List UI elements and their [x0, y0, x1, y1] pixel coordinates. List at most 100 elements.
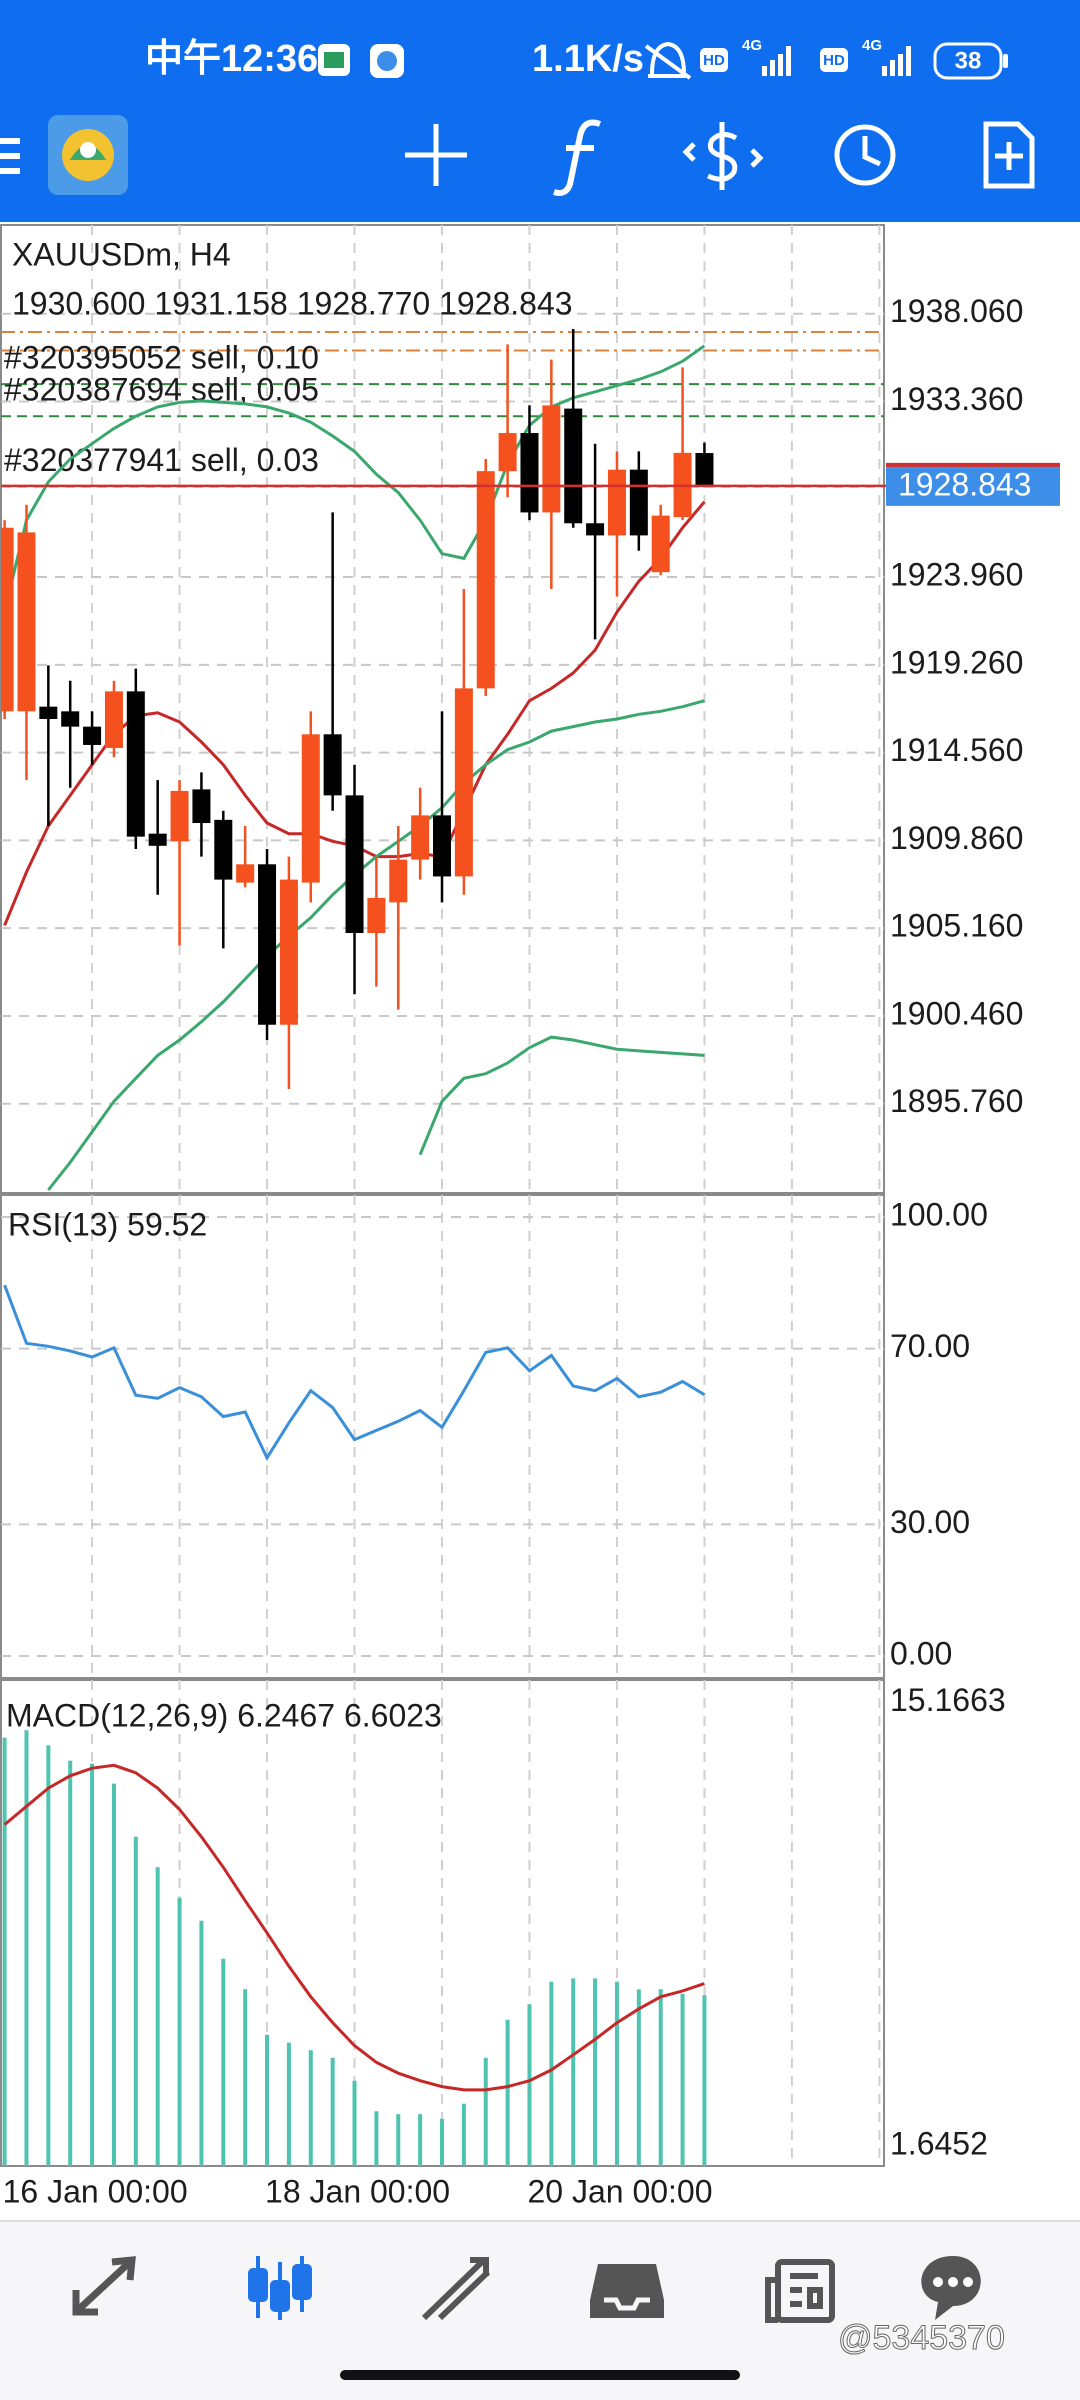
candle-body [586, 523, 605, 536]
candle-body [476, 471, 495, 689]
trade-tab[interactable] [421, 2257, 491, 2321]
y-tick-label: 1919.260 [890, 644, 1023, 680]
macd-bar [68, 1760, 73, 2166]
candle-body [564, 408, 583, 524]
history-tab[interactable] [590, 2264, 664, 2318]
macd-bar [658, 1989, 663, 2166]
quotes-tab[interactable] [72, 2256, 136, 2316]
candle-body [629, 469, 648, 536]
panel-title: MACD(12,26,9) 6.2467 6.6023 [6, 1697, 442, 1733]
news-tab[interactable] [765, 2259, 835, 2323]
crosshair-button[interactable] [405, 124, 467, 186]
macd-bar [308, 2050, 313, 2166]
macd-bar [24, 1730, 29, 2166]
y-tick-label: 15.1663 [890, 1682, 1006, 1718]
status-time: 中午12:36 [145, 38, 318, 80]
signal-bar [882, 66, 887, 76]
y-tick-label: 1900.460 [890, 995, 1023, 1031]
mute-icon [644, 41, 692, 80]
candle-body [520, 433, 539, 513]
candle-body [1, 527, 14, 712]
chart-title: XAUUSDm, H4 [12, 236, 231, 272]
network-type: 4G [742, 37, 762, 54]
trade-button[interactable] [682, 122, 764, 190]
candle-body [83, 726, 102, 745]
y-tick-label: 1895.760 [890, 1083, 1023, 1119]
candle-body [389, 859, 408, 903]
y-tick-label: 1914.560 [890, 732, 1023, 768]
macd-bar [352, 2080, 357, 2166]
signal-bar [786, 46, 791, 76]
battery-level: 38 [955, 47, 982, 74]
macd-bar [330, 2057, 335, 2166]
app-header [0, 0, 1080, 222]
macd-bar [483, 2057, 488, 2166]
new-order-button[interactable] [983, 121, 1035, 189]
candle-body [126, 691, 145, 837]
x-tick-label: 18 Jan 00:00 [265, 2173, 450, 2209]
y-tick-label: 1905.160 [890, 908, 1023, 944]
macd-bar [461, 2103, 466, 2166]
candle-body [367, 897, 386, 934]
candle-body [651, 515, 670, 573]
order-label: #320377941 sell, 0.03 [4, 442, 319, 478]
network-speed: 1.1K/s [532, 38, 644, 80]
macd-bar [593, 1978, 598, 2166]
hd-label: HD [823, 52, 845, 69]
candle-body [411, 815, 430, 860]
main-panel [0, 224, 885, 1194]
plot-area [2, 1730, 707, 2166]
macd-bar [133, 1836, 138, 2166]
messages-tab[interactable] [921, 2256, 981, 2320]
battery-tip [1003, 54, 1008, 68]
candle-body [236, 864, 255, 883]
signal-line [3, 1763, 705, 2092]
candle-body [454, 688, 473, 877]
macd-bar [155, 1867, 160, 2166]
macd-bar [177, 1897, 182, 2166]
chart-layer: 1938.060 1933.360 1923.960 1919.260 1914.560… [1, 225, 1060, 2209]
candle-body [17, 532, 36, 712]
battery [933, 42, 1003, 80]
rsi-line [3, 1284, 706, 1462]
macd-bar [374, 2111, 379, 2166]
chart-tab[interactable] [248, 2256, 312, 2320]
hd-label: HD [703, 52, 725, 69]
candle-body [301, 734, 320, 883]
x-tick-label: 16 Jan 00:00 [3, 2173, 188, 2209]
macd-bar [505, 2019, 510, 2166]
signal-bar [898, 54, 903, 76]
macd-bar [549, 1981, 554, 2166]
candle-body [695, 453, 714, 486]
y-tick-label: 1.6452 [890, 2126, 988, 2162]
candle-body [170, 790, 189, 842]
macd-bar [90, 1763, 95, 2166]
candle-body [542, 405, 561, 513]
signal-bar [906, 46, 911, 76]
hd-badge [820, 48, 848, 72]
indicators-button[interactable] [553, 119, 602, 196]
hd-badge [700, 48, 728, 72]
bid-label: 1928.843 [898, 466, 1031, 502]
watermark: @5345370 [838, 2319, 1005, 2357]
candle-body [323, 734, 342, 796]
plot-area [3, 1284, 706, 1462]
network-type: 4G [862, 37, 882, 54]
history-button[interactable] [834, 124, 896, 186]
candle-body [345, 795, 364, 934]
indicator-line [47, 699, 705, 1191]
macd-bar [680, 1993, 685, 2166]
macd-bar [265, 2034, 270, 2166]
macd-bar [440, 2118, 444, 2166]
macd-bar [221, 1958, 226, 2166]
notification-icon-inner [324, 52, 344, 68]
home-indicator [340, 2370, 740, 2380]
indicator-line [3, 344, 706, 613]
signal-bar [890, 60, 895, 76]
macd-bar [702, 1995, 707, 2166]
candle-body [192, 789, 211, 824]
app-logo[interactable] [48, 115, 128, 195]
menu-button[interactable] [0, 138, 20, 174]
y-tick-label: 30.00 [890, 1504, 970, 1540]
